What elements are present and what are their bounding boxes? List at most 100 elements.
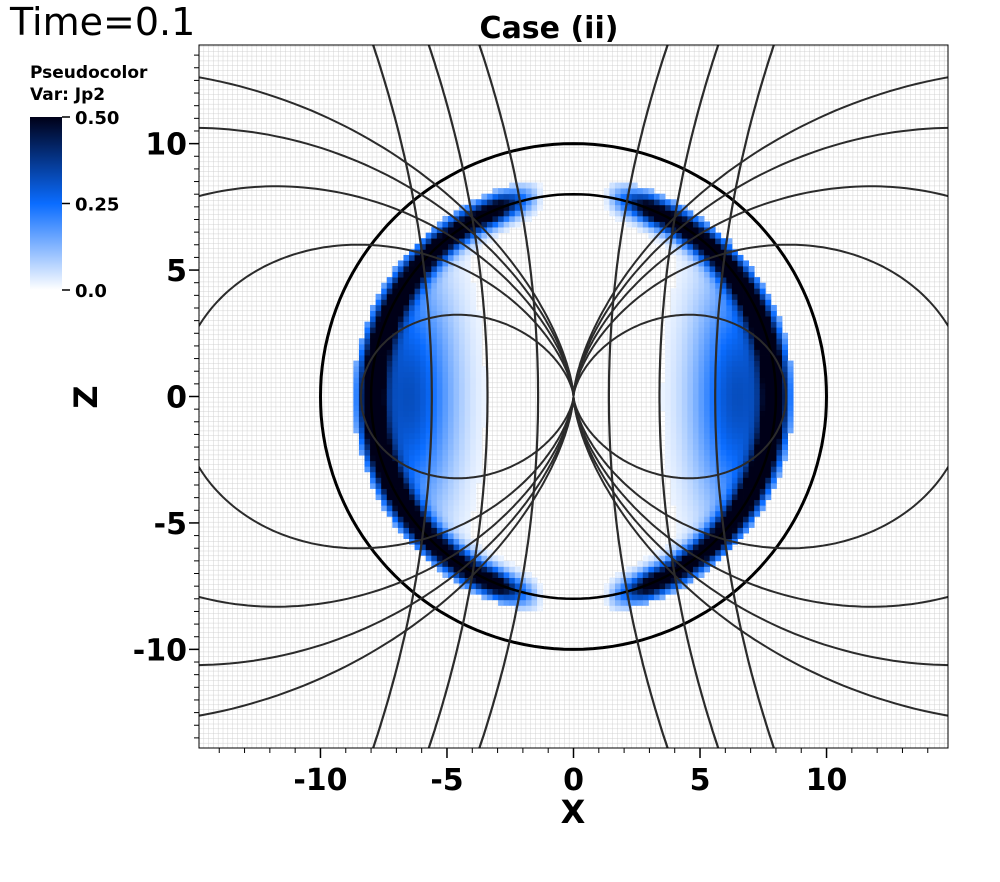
field-cell	[475, 555, 482, 562]
field-cell	[492, 227, 499, 234]
field-cell	[720, 516, 727, 523]
field-cell	[681, 466, 688, 473]
field-cell	[770, 310, 777, 317]
field-cell	[475, 427, 482, 434]
field-cell	[475, 238, 482, 245]
field-cell	[464, 416, 471, 423]
field-cell	[447, 482, 454, 489]
field-cell	[737, 477, 744, 484]
field-cell	[748, 521, 755, 528]
field-cell	[470, 588, 477, 595]
field-cell	[676, 371, 683, 378]
field-cell	[453, 505, 460, 512]
field-cell	[698, 516, 705, 523]
field-cell	[442, 304, 449, 311]
y-tick-label: 0	[166, 381, 187, 416]
field-cell	[436, 343, 443, 350]
field-cell	[447, 349, 454, 356]
field-cell	[709, 416, 716, 423]
field-cell	[436, 460, 443, 467]
field-cell	[486, 215, 493, 222]
field-cell	[737, 293, 744, 300]
field-cell	[692, 299, 699, 306]
field-cell	[498, 199, 505, 206]
field-cell	[709, 393, 716, 400]
field-cell	[715, 254, 722, 261]
field-cell	[665, 227, 672, 234]
field-cell	[392, 343, 399, 350]
field-cell	[743, 393, 750, 400]
field-cell	[403, 371, 410, 378]
field-cell	[381, 494, 388, 501]
field-cell	[754, 377, 761, 384]
field-cell	[453, 521, 460, 528]
field-cell	[475, 349, 482, 356]
field-cell	[492, 588, 499, 595]
field-cell	[687, 293, 694, 300]
field-cell	[770, 327, 777, 334]
field-cell	[375, 349, 382, 356]
field-cell	[776, 444, 783, 450]
field-cell	[392, 388, 399, 395]
field-cell	[370, 310, 377, 317]
field-cell	[681, 405, 688, 412]
field-cell	[431, 332, 438, 339]
field-cell	[453, 243, 460, 250]
field-cell	[470, 583, 477, 590]
field-cell	[403, 521, 410, 528]
field-cell	[375, 432, 382, 439]
field-cell	[403, 505, 410, 512]
field-cell	[715, 510, 722, 517]
field-cell	[436, 432, 443, 439]
field-cell	[442, 444, 449, 450]
field-cell	[436, 410, 443, 417]
field-cell	[397, 510, 404, 517]
field-cell	[409, 327, 415, 334]
field-cell	[498, 193, 505, 200]
field-cell	[464, 477, 471, 484]
field-cell	[681, 360, 688, 367]
field-cell	[509, 560, 516, 567]
field-cell	[776, 327, 783, 334]
field-cell	[459, 438, 466, 445]
field-cell	[425, 449, 432, 456]
field-cell	[637, 577, 644, 584]
field-cell	[692, 343, 699, 350]
field-cell	[665, 316, 672, 323]
field-cell	[442, 249, 449, 256]
field-cell	[670, 399, 677, 406]
field-cell	[436, 510, 443, 517]
field-cell	[720, 399, 727, 406]
field-cell	[726, 343, 733, 350]
field-cell	[709, 232, 716, 239]
field-cell	[397, 477, 404, 484]
field-cell	[358, 416, 365, 423]
field-cell	[698, 455, 705, 462]
field-cell	[748, 366, 755, 373]
field-cell	[687, 260, 694, 267]
field-cell	[787, 377, 794, 384]
field-cell	[397, 432, 404, 439]
field-cell	[425, 510, 432, 517]
field-cell	[609, 588, 616, 595]
field-cell	[770, 482, 777, 489]
field-cell	[731, 388, 738, 395]
field-cell	[464, 327, 471, 334]
field-cell	[381, 393, 388, 400]
field-cell	[620, 210, 627, 217]
field-cell	[486, 204, 493, 211]
field-cell	[692, 405, 699, 412]
field-cell	[670, 299, 677, 306]
field-cell	[631, 188, 638, 195]
field-cell	[442, 227, 449, 234]
field-cell	[420, 310, 427, 317]
field-cell	[392, 332, 399, 339]
field-cell	[726, 377, 733, 384]
field-cell	[720, 438, 727, 445]
field-cell	[375, 494, 382, 501]
field-cell	[737, 371, 744, 378]
field-cell	[670, 488, 677, 495]
field-cell	[670, 343, 677, 350]
field-cell	[737, 533, 744, 540]
field-cell	[720, 538, 727, 545]
